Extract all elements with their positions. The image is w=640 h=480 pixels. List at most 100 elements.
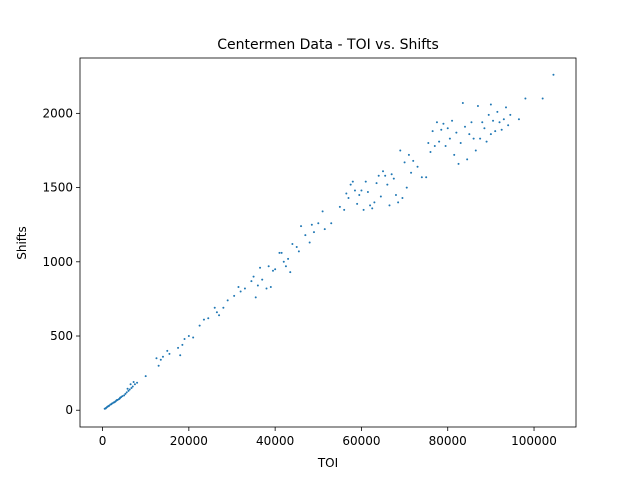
point bbox=[487, 113, 490, 116]
x-tick-label: 40000 bbox=[256, 434, 294, 448]
point bbox=[498, 121, 501, 124]
x-tick-label: 0 bbox=[99, 434, 107, 448]
point bbox=[407, 153, 410, 156]
point bbox=[403, 161, 406, 164]
point bbox=[239, 290, 242, 293]
point bbox=[517, 118, 520, 121]
point bbox=[390, 173, 393, 176]
point bbox=[457, 162, 460, 165]
point bbox=[541, 97, 544, 100]
point bbox=[291, 242, 294, 245]
point bbox=[448, 137, 451, 140]
point bbox=[481, 121, 484, 124]
point bbox=[461, 101, 464, 104]
point bbox=[468, 133, 471, 136]
point bbox=[274, 268, 277, 271]
point bbox=[429, 150, 432, 153]
point bbox=[470, 121, 473, 124]
point bbox=[304, 234, 307, 237]
y-axis-label: Shifts bbox=[15, 226, 29, 260]
point bbox=[466, 158, 469, 161]
point bbox=[502, 118, 505, 121]
y-tick-label: 500 bbox=[50, 329, 73, 343]
point bbox=[312, 231, 315, 234]
point bbox=[394, 194, 397, 197]
point bbox=[500, 128, 503, 131]
point bbox=[127, 389, 130, 392]
point bbox=[282, 260, 285, 263]
chart-title: Centermen Data - TOI vs. Shifts bbox=[217, 37, 439, 53]
x-tick-label: 100000 bbox=[511, 434, 557, 448]
point bbox=[133, 383, 136, 386]
point bbox=[308, 241, 311, 244]
point bbox=[183, 337, 186, 340]
point bbox=[425, 176, 428, 179]
point bbox=[483, 127, 486, 130]
point bbox=[252, 275, 255, 278]
point bbox=[459, 142, 462, 145]
point bbox=[125, 391, 128, 394]
point bbox=[397, 201, 400, 204]
point bbox=[360, 189, 363, 192]
point bbox=[349, 183, 352, 186]
point bbox=[479, 137, 482, 140]
point bbox=[474, 149, 477, 152]
point bbox=[323, 228, 326, 231]
point bbox=[256, 284, 259, 287]
point bbox=[476, 104, 479, 107]
point bbox=[295, 245, 298, 248]
point bbox=[524, 97, 527, 100]
point bbox=[405, 186, 408, 189]
point bbox=[115, 399, 118, 402]
point bbox=[310, 223, 313, 226]
point bbox=[435, 121, 438, 124]
point bbox=[112, 401, 115, 404]
y-tick-label: 1000 bbox=[42, 255, 73, 269]
point bbox=[128, 388, 131, 391]
point bbox=[362, 208, 365, 211]
point bbox=[226, 299, 229, 302]
point bbox=[463, 125, 466, 128]
point bbox=[347, 196, 350, 199]
point bbox=[233, 294, 236, 297]
point bbox=[259, 266, 262, 269]
point bbox=[159, 358, 162, 361]
point bbox=[161, 355, 164, 358]
point bbox=[254, 296, 257, 299]
point bbox=[353, 189, 356, 192]
point bbox=[384, 174, 387, 177]
point bbox=[431, 130, 434, 133]
point bbox=[269, 286, 272, 289]
point bbox=[144, 375, 147, 378]
point bbox=[489, 103, 492, 106]
point bbox=[371, 207, 374, 210]
x-tick-label: 60000 bbox=[342, 434, 380, 448]
y-tick-label: 1500 bbox=[42, 181, 73, 195]
point bbox=[509, 113, 512, 116]
point bbox=[392, 177, 395, 180]
point bbox=[451, 119, 454, 122]
point bbox=[321, 210, 324, 213]
point bbox=[364, 180, 367, 183]
point bbox=[399, 149, 402, 152]
point bbox=[343, 208, 346, 211]
point bbox=[166, 349, 169, 352]
point bbox=[168, 352, 171, 355]
point bbox=[280, 251, 283, 254]
point bbox=[496, 110, 499, 113]
x-tick-label: 80000 bbox=[429, 434, 467, 448]
point bbox=[124, 392, 127, 395]
point bbox=[485, 140, 488, 143]
point bbox=[289, 271, 292, 274]
point bbox=[261, 278, 264, 281]
point bbox=[338, 205, 341, 208]
point bbox=[126, 387, 129, 390]
point bbox=[222, 306, 225, 309]
y-tick-label: 2000 bbox=[42, 106, 73, 120]
point bbox=[121, 395, 124, 398]
point bbox=[351, 180, 354, 183]
point bbox=[358, 194, 361, 197]
point bbox=[388, 204, 391, 207]
point bbox=[492, 119, 495, 122]
